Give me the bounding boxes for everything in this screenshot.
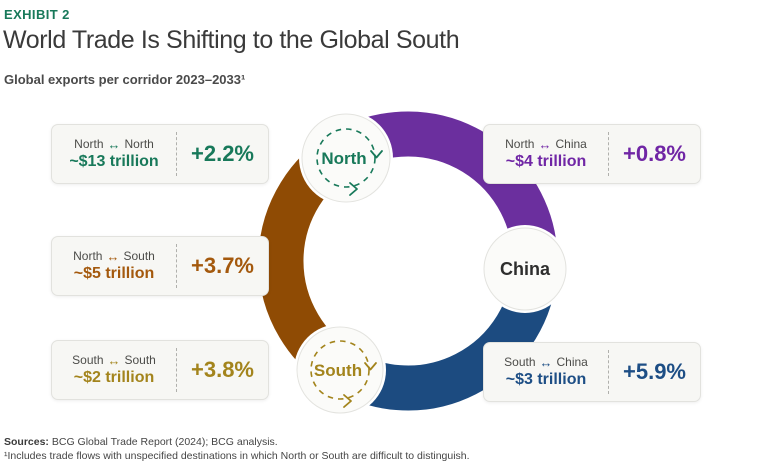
corridor-to: China [556,355,588,369]
bidirectional-arrow-icon: ↔ [107,136,121,152]
card-divider [608,132,609,176]
bidirectional-arrow-icon: ↔ [538,136,552,152]
sources-line: Sources: BCG Global Trade Report (2024);… [4,436,470,450]
corridor-info: North ↔ North ~$13 trillion [52,137,176,171]
page-subtitle: Global exports per corridor 2023–2033¹ [4,72,246,87]
growth-value: +0.8% [623,141,686,166]
card-south-china: South ↔ China ~$3 trillion +5.9% [483,342,701,402]
south-loop-arrowhead-down-icon [364,362,377,371]
corridor-from: South [504,355,536,369]
card-divider [176,244,177,288]
china-node-label: China [500,259,551,279]
corridor-from: North [73,249,103,263]
south-node-circle [296,326,384,414]
corridor-value: ~$4 trillion [505,153,587,170]
card-south-south: South ↔ South ~$2 trillion +3.8% [51,340,269,400]
corridor-label: North ↔ China [505,137,587,151]
growth-value: +3.7% [191,253,254,278]
north-node: North [299,111,393,205]
corridor-to: North [124,137,154,151]
corridor-info: North ↔ China ~$4 trillion [484,137,608,171]
north-node-circle [301,113,391,203]
corridor-label: South ↔ South [72,353,156,367]
corridor-to: South [124,353,156,367]
china-node-circle [483,227,567,311]
south-self-loop-icon [310,340,370,400]
north-self-loop-icon [316,128,376,188]
corridor-info: North ↔ South ~$5 trillion [52,249,176,283]
bidirectional-arrow-icon: ↔ [539,354,553,370]
page-title: World Trade Is Shifting to the Global So… [3,26,460,54]
corridor-to: China [555,137,587,151]
card-north-south: North ↔ South ~$5 trillion +3.7% [51,236,269,296]
north-loop-arrowhead-right-icon [349,182,358,196]
corridor-info: South ↔ China ~$3 trillion [484,355,608,389]
corridor-value: ~$3 trillion [505,371,587,388]
footer: Sources: BCG Global Trade Report (2024);… [4,436,470,463]
corridor-from: North [505,137,535,151]
corridor-to: South [123,249,155,263]
card-divider [176,348,177,392]
corridor-value: ~$2 trillion [73,369,155,386]
north-node-label: North [321,149,366,168]
card-divider [608,350,609,394]
sources-label: Sources: [4,436,49,448]
card-north-north: North ↔ North ~$13 trillion +2.2% [51,124,269,184]
corridor-label: North ↔ North [74,137,154,151]
growth-value: +2.2% [191,141,254,166]
footnote-line: ¹Includes trade flows with unspecified d… [4,449,470,462]
corridor-label: North ↔ South [73,249,155,263]
sources-text: BCG Global Trade Report (2024); BCG anal… [48,436,278,448]
corridor-value: ~$5 trillion [73,265,155,282]
exhibit-eyebrow: EXHIBIT 2 [4,7,70,22]
bidirectional-arrow-icon: ↔ [106,248,120,264]
south-loop-arrowhead-right-icon [343,394,352,408]
bidirectional-arrow-icon: ↔ [107,352,121,368]
card-north-china: North ↔ China ~$4 trillion +0.8% [483,124,701,184]
china-node: China [481,225,569,313]
corridor-from: North [74,137,104,151]
south-node: South [294,324,386,416]
corridor-info: South ↔ South ~$2 trillion [52,353,176,387]
growth-value: +5.9% [623,359,686,384]
card-divider [176,132,177,176]
corridor-label: South ↔ China [504,355,588,369]
corridor-from: South [72,353,104,367]
corridor-value: ~$13 trillion [69,153,159,170]
south-node-label: South [314,361,362,380]
north-loop-arrowhead-down-icon [370,150,383,159]
growth-value: +3.8% [191,357,254,382]
